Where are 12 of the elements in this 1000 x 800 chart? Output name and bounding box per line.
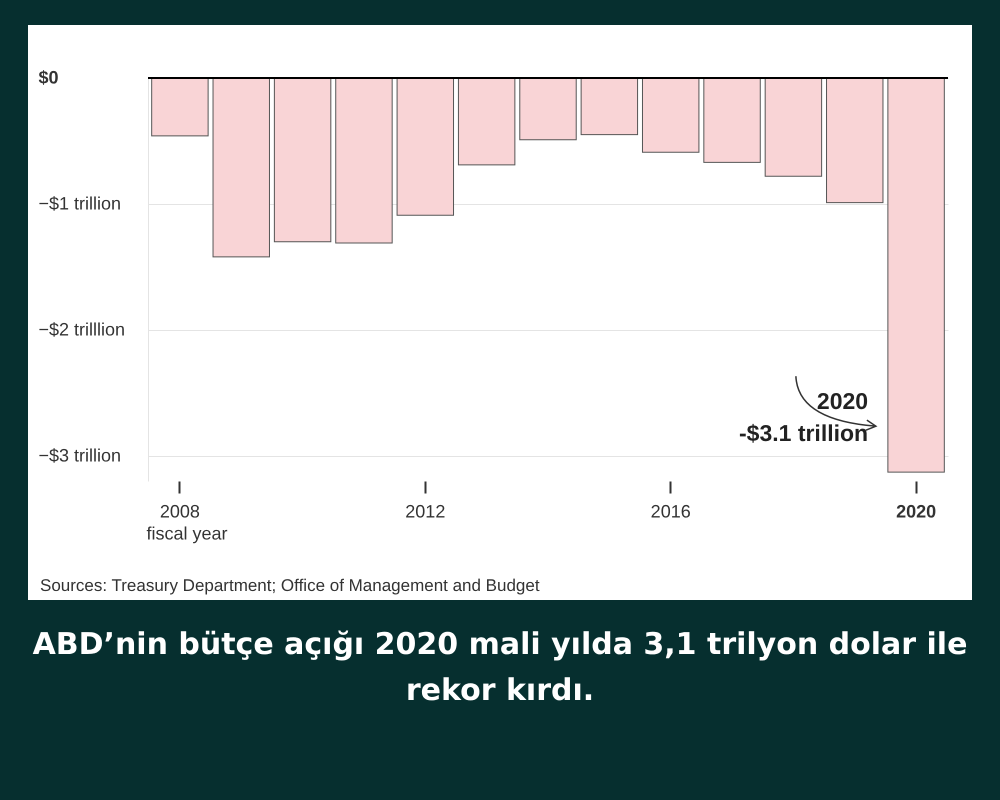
x-tick-label: 2016 [650, 502, 691, 522]
x-tick-label: 2012 [405, 502, 446, 522]
y-tick-label: $0 [38, 68, 59, 88]
x-axis-title: fiscal year [146, 524, 228, 544]
source-note: Sources: Treasury Department; Office of Management and Budget [40, 576, 540, 596]
x-tick-label: 2020 [896, 502, 936, 522]
y-tick-label: −$3 trillion [38, 445, 122, 466]
x-tick-label: 2008 [160, 502, 200, 522]
annotation: 2020 -$3.1 trillion [739, 388, 868, 446]
y-tick-label: −$1 trillion [38, 193, 122, 214]
y-tick-label: −$2 trilllion [38, 319, 126, 340]
text: ABD’nin bütçe açığı 2020 mali yılda 3,1 trilyon dolar ile rekor kırdı. [32, 626, 968, 710]
